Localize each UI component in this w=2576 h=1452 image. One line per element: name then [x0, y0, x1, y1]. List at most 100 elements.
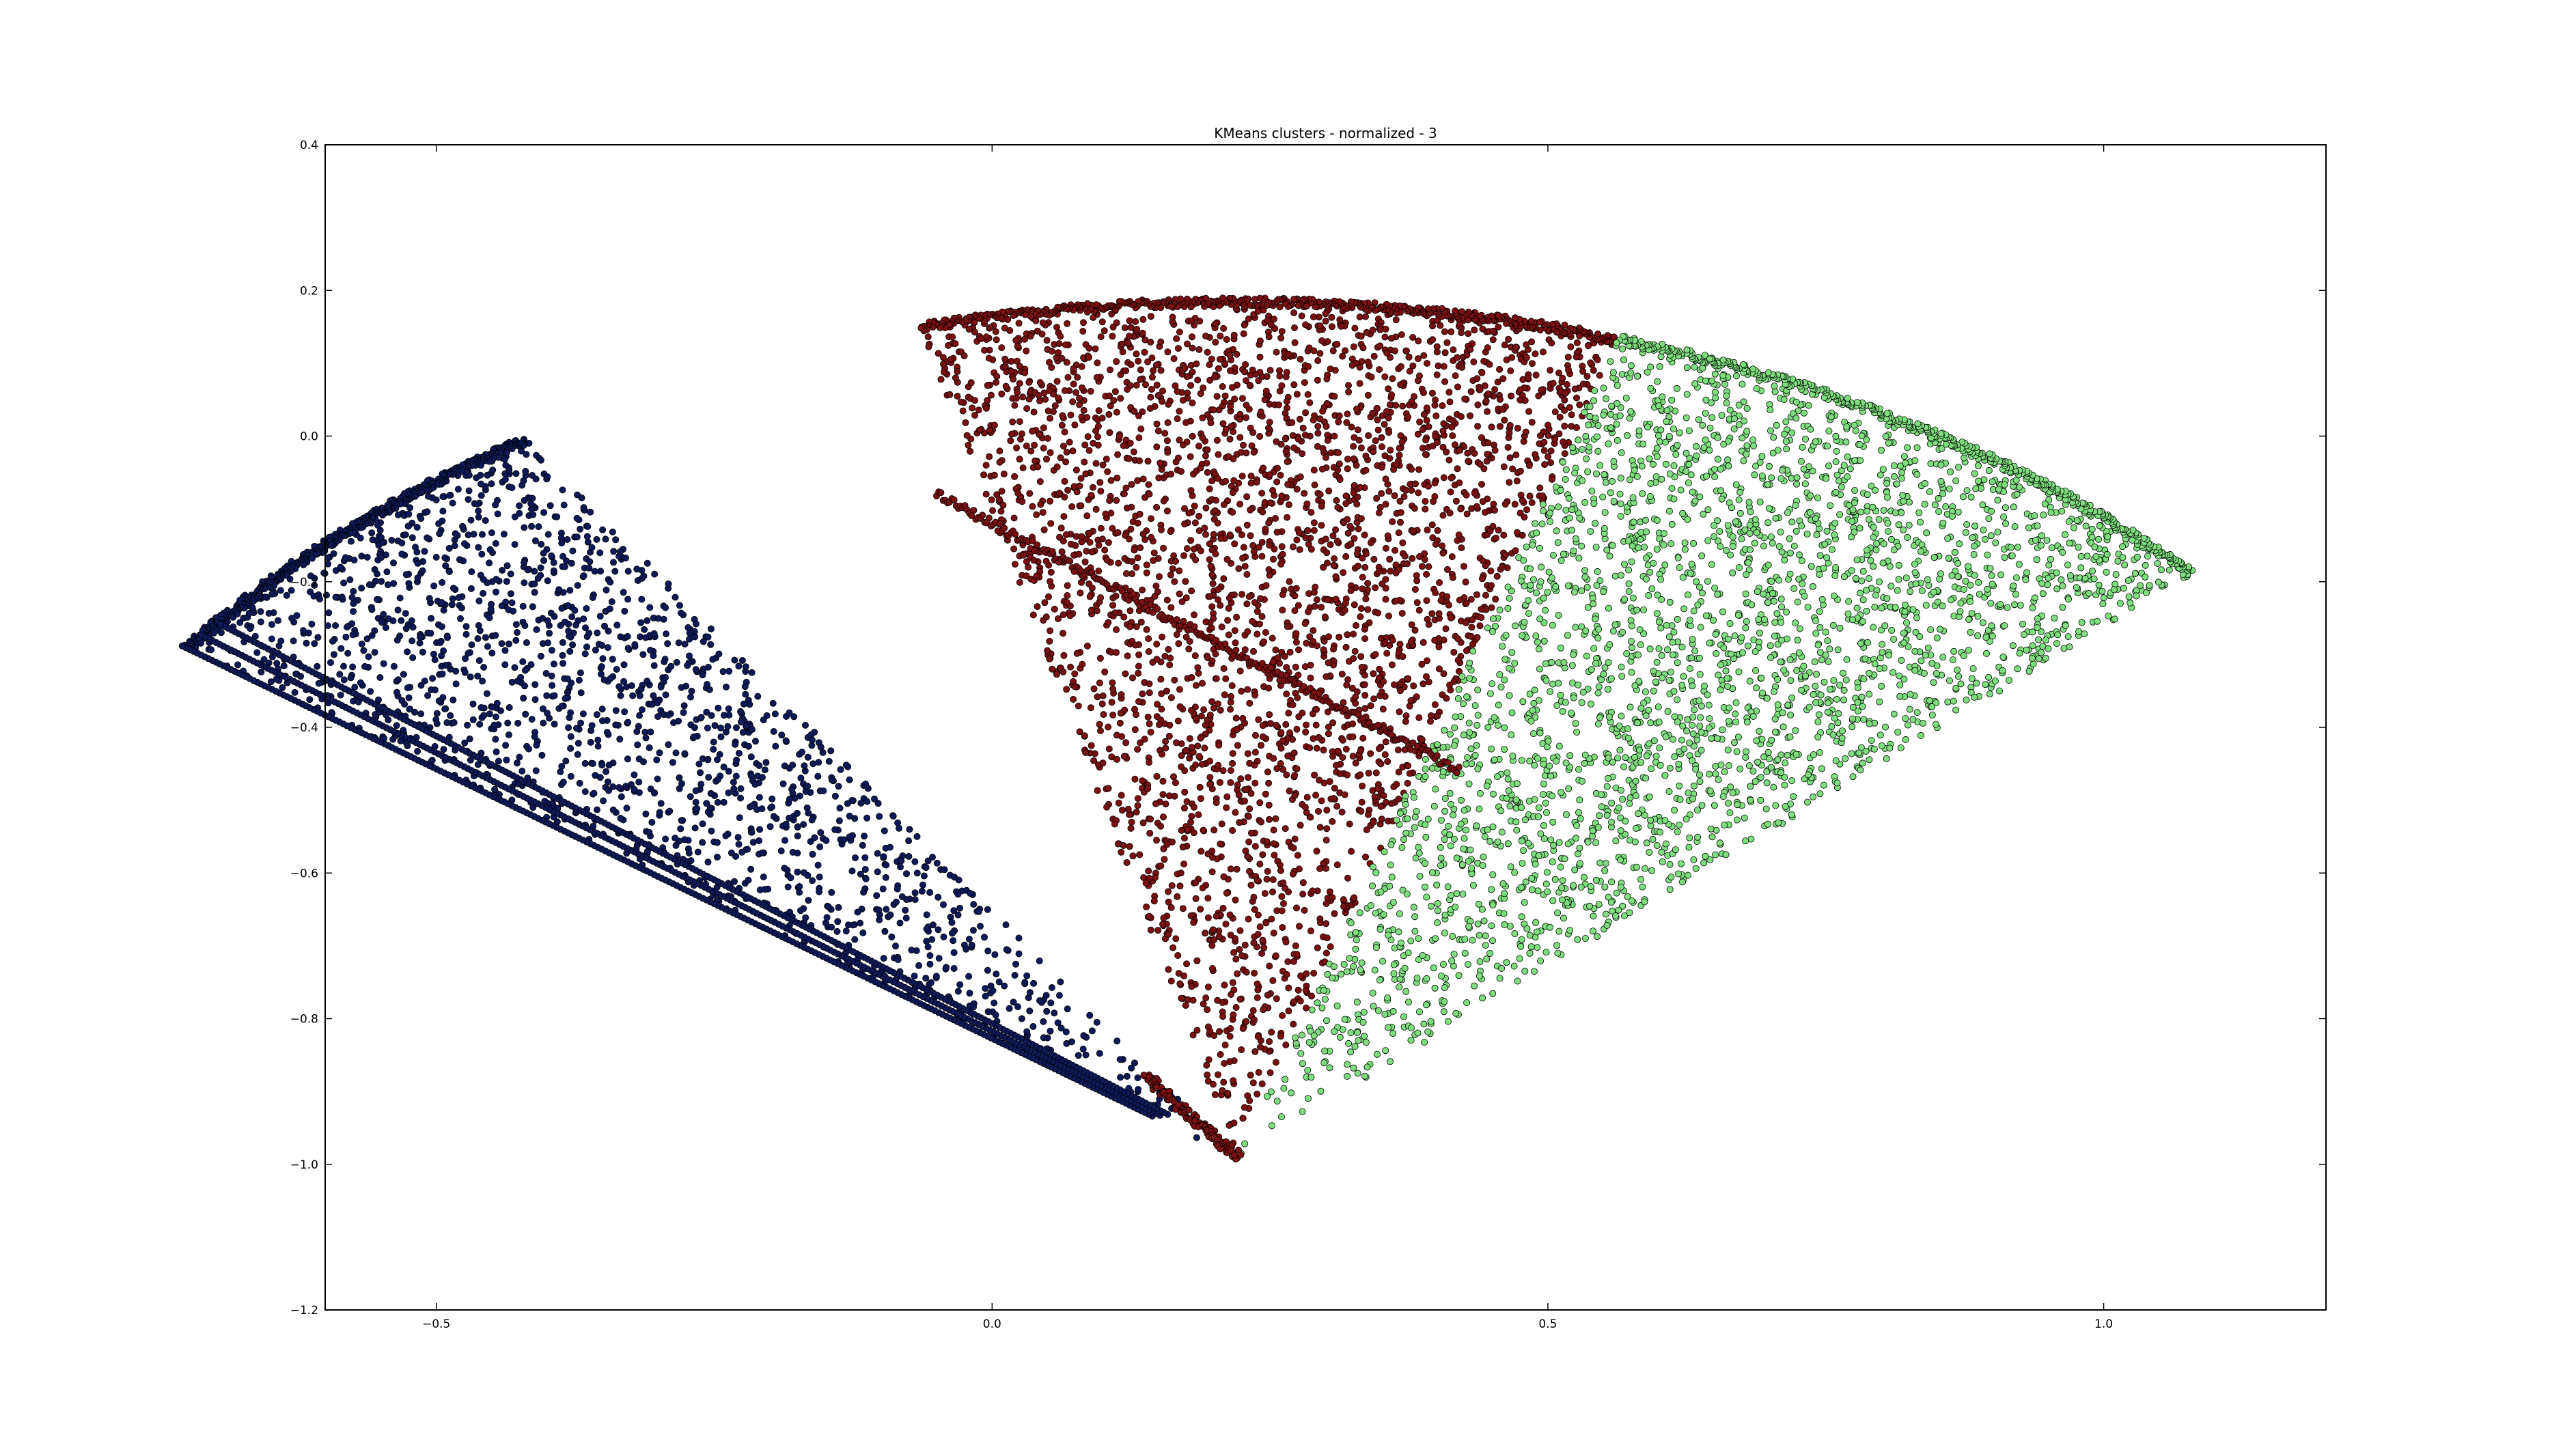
- cluster-blue-point: [615, 784, 623, 792]
- cluster-red-point: [1251, 843, 1259, 850]
- cluster-blue-point: [883, 861, 890, 869]
- cluster-red-point: [1058, 421, 1066, 429]
- cluster-blue-point: [667, 662, 675, 670]
- cluster-red-point: [1316, 415, 1324, 423]
- cluster-blue-point: [505, 606, 512, 614]
- cluster-red-point: [1195, 669, 1202, 677]
- cluster-blue-point: [708, 712, 715, 719]
- cluster-red-point: [1392, 598, 1400, 605]
- cluster-red-point: [1433, 439, 1441, 447]
- cluster-red-point: [1322, 837, 1330, 844]
- cluster-blue-point: [512, 621, 520, 628]
- cluster-red-point: [1195, 346, 1203, 353]
- cluster-red-point: [1265, 684, 1273, 692]
- cluster-red-point: [1194, 376, 1202, 384]
- cluster-blue-point: [358, 640, 365, 647]
- cluster-blue-point: [1093, 1018, 1100, 1026]
- cluster-blue-point: [612, 536, 620, 544]
- cluster-red-point: [1382, 475, 1389, 483]
- cluster-blue-point: [467, 585, 475, 592]
- cluster-blue-point: [771, 710, 779, 718]
- cluster-red-point: [1023, 347, 1030, 354]
- cluster-red-point: [1191, 545, 1198, 553]
- cluster-blue-point: [564, 602, 572, 609]
- cluster-red-point: [1162, 744, 1169, 752]
- cluster-red-point: [1058, 354, 1066, 362]
- cluster-red-point: [1047, 497, 1054, 505]
- cluster-red-point: [1564, 353, 1572, 361]
- cluster-blue-point: [692, 666, 700, 673]
- cluster-red-point: [1055, 349, 1062, 357]
- cluster-red-point: [1165, 645, 1172, 653]
- cluster-blue-point: [749, 726, 756, 734]
- cluster-red-point: [1057, 333, 1064, 340]
- cluster-blue-point: [881, 827, 888, 835]
- cluster-red-point: [1117, 710, 1124, 717]
- cluster-blue-point: [369, 536, 376, 544]
- cluster-red-point: [1206, 757, 1214, 765]
- cluster-red-point: [1219, 904, 1227, 912]
- cluster-red-point: [1268, 1029, 1275, 1036]
- cluster-red-point: [1309, 710, 1316, 718]
- cluster-blue-point: [797, 792, 804, 800]
- cluster-red-point: [1259, 936, 1266, 944]
- cluster-red-point: [1443, 566, 1451, 573]
- cluster-red-point: [1342, 600, 1349, 607]
- cluster-red-point: [954, 393, 961, 400]
- cluster-blue-point: [367, 688, 374, 695]
- cluster-blue-point: [492, 736, 499, 743]
- cluster-red-point: [1294, 986, 1302, 994]
- cluster-blue-point: [548, 672, 555, 680]
- cluster-red-point: [1376, 366, 1383, 374]
- cluster-red-point: [1446, 509, 1454, 517]
- cluster-red-point: [1327, 541, 1334, 548]
- cluster-blue-point: [519, 658, 527, 665]
- cluster-red-point: [1257, 595, 1264, 602]
- cluster-red-point: [1356, 380, 1363, 387]
- cluster-red-point: [1238, 591, 1246, 598]
- cluster-blue-point: [360, 647, 368, 654]
- cluster-red-point: [1236, 434, 1244, 441]
- cluster-blue-point: [487, 605, 495, 613]
- cluster-red-point: [1279, 550, 1286, 558]
- cluster-blue-point: [342, 554, 349, 561]
- cluster-red-point: [1176, 882, 1184, 890]
- cluster-red-point: [1310, 466, 1318, 474]
- cluster-red-point: [1210, 826, 1218, 834]
- cluster-red-point: [1193, 1027, 1201, 1034]
- cluster-red-point: [1243, 571, 1251, 578]
- cluster-red-point: [1221, 392, 1229, 400]
- cluster-blue-point: [1047, 1027, 1054, 1035]
- cluster-red-point: [1094, 787, 1101, 794]
- cluster-red-point: [1414, 377, 1422, 385]
- cluster-blue-point: [820, 787, 827, 795]
- cluster-red-point: [1473, 503, 1480, 510]
- cluster-red-point: [1408, 397, 1415, 405]
- cluster-blue-point: [438, 599, 445, 606]
- cluster-blue-point: [402, 610, 409, 617]
- cluster-red-point: [971, 412, 979, 419]
- cluster-blue-point: [337, 645, 345, 652]
- cluster-red-point: [1386, 555, 1394, 563]
- cluster-red-point: [1109, 685, 1117, 693]
- cluster-red-point: [1357, 807, 1365, 815]
- cluster-red-point: [1471, 326, 1478, 334]
- cluster-blue-point: [902, 915, 910, 922]
- cluster-red-point: [1226, 435, 1234, 443]
- cluster-red-point: [1439, 542, 1446, 550]
- cluster-blue-point: [762, 759, 770, 766]
- cluster-blue-point: [733, 756, 740, 764]
- cluster-blue-point: [522, 468, 529, 475]
- cluster-blue-point: [400, 671, 407, 678]
- cluster-red-point: [1126, 317, 1133, 324]
- cluster-red-point: [1409, 527, 1417, 535]
- cluster-blue-point: [784, 883, 792, 891]
- cluster-blue-point: [579, 710, 587, 718]
- cluster-blue-point: [882, 874, 889, 881]
- cluster-red-point: [1473, 375, 1481, 382]
- cluster-blue-point: [357, 679, 364, 686]
- cluster-blue-point: [809, 877, 816, 884]
- cluster-red-point: [1174, 345, 1182, 352]
- cluster-red-point: [1436, 579, 1443, 587]
- cluster-red-point: [1139, 316, 1147, 323]
